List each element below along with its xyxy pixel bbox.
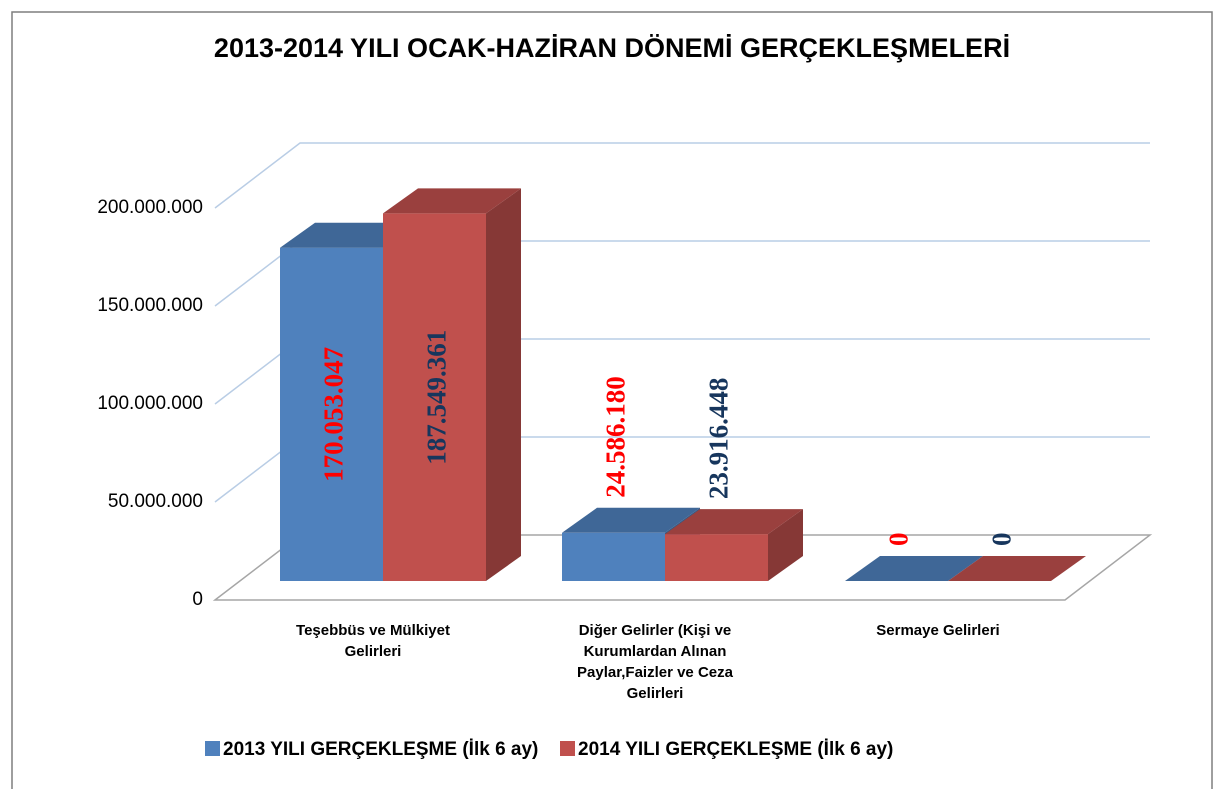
bar-top (665, 509, 803, 535)
grid-line (214, 142, 1150, 209)
x-tick-label: Teşebbüs ve Mülkiyet Gelirleri (296, 622, 450, 660)
y-tick-label: 200.000.000 (97, 197, 203, 218)
bar (665, 534, 768, 581)
y-tick-label: 100.000.000 (97, 393, 203, 414)
bar (562, 532, 665, 581)
legend-label: 2014 YILI GERÇEKLEŞME (İlk 6 ay) (578, 739, 893, 760)
x-tick-label: Diğer Gelirler (Kişi ve Kurumlardan Alın… (577, 622, 733, 702)
value-label: 187.549.361 (422, 330, 452, 465)
y-tick-label: 0 (192, 589, 203, 610)
bar-top (948, 556, 1086, 581)
bar-side (486, 188, 521, 581)
y-tick-label: 50.000.000 (108, 491, 203, 512)
bar (280, 247, 383, 581)
bar (383, 213, 486, 581)
value-label: 0 (987, 533, 1017, 547)
value-label: 170.053.047 (319, 347, 349, 482)
bar-top (383, 188, 521, 214)
legend-swatch (205, 741, 220, 756)
value-label: 23.916.448 (704, 378, 734, 500)
legend-swatch (560, 741, 575, 756)
bar-top (562, 507, 700, 533)
bar-top (845, 556, 983, 581)
x-tick-label: Sermaye Gelirleri (876, 622, 1000, 639)
value-label: 0 (884, 533, 914, 547)
y-tick-label: 150.000.000 (97, 295, 203, 316)
value-label: 24.586.180 (601, 376, 631, 498)
bar-side (768, 509, 803, 581)
legend-label: 2013 YILI GERÇEKLEŞME (İlk 6 ay) (223, 739, 538, 760)
chart-border (11, 11, 1213, 789)
chart-title: 2013-2014 YILI OCAK-HAZİRAN DÖNEMİ GERÇE… (214, 33, 1010, 63)
